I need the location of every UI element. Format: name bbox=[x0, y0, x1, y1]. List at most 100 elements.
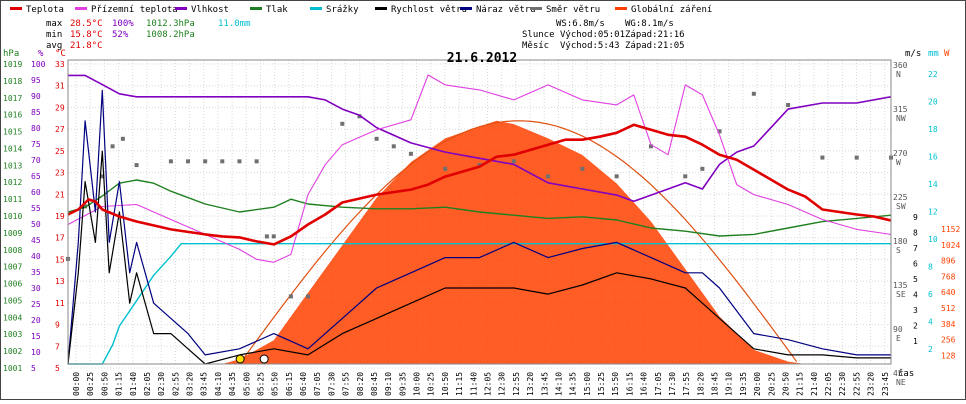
hpa-tick: 1016 bbox=[3, 111, 22, 120]
time-tick: 02:05 bbox=[143, 372, 152, 396]
time-tick: 17:55 bbox=[682, 372, 691, 396]
time-tick: 02:55 bbox=[171, 372, 180, 396]
legend-swatch bbox=[615, 7, 627, 10]
series-ground-temp bbox=[67, 74, 892, 263]
stat-min-hum: 52% bbox=[112, 30, 129, 40]
hpa-tick: 1015 bbox=[3, 128, 22, 137]
mm-tick: 18 bbox=[928, 125, 938, 134]
stat-max-temp: 28.5°C bbox=[70, 19, 103, 29]
hpa-tick: 1019 bbox=[3, 60, 22, 69]
time-tick: 00:25 bbox=[86, 372, 95, 396]
pct-tick: 10 bbox=[31, 348, 41, 357]
legend-swatch bbox=[75, 7, 87, 10]
series-wind-dir-point bbox=[134, 163, 139, 168]
ms-tick: 5 bbox=[913, 275, 918, 284]
series-wind-dir-point bbox=[683, 174, 688, 179]
time-tick: 18:20 bbox=[696, 372, 705, 396]
time-tick: 00:50 bbox=[100, 372, 109, 396]
mm-tick: 6 bbox=[928, 290, 933, 299]
legend-label: Tlak bbox=[266, 5, 288, 15]
degc-unit: °C bbox=[55, 49, 66, 59]
stat-max-hum: 100% bbox=[112, 19, 134, 29]
ms-tick: 3 bbox=[913, 306, 918, 315]
pct-tick: 50 bbox=[31, 220, 41, 229]
w-tick: 512 bbox=[941, 304, 956, 313]
time-tick: 07:55 bbox=[342, 372, 351, 396]
degc-tick: 33 bbox=[55, 60, 65, 69]
pct-tick: 80 bbox=[31, 124, 41, 133]
series-wind-dir-point bbox=[580, 166, 585, 171]
time-tick: 08:20 bbox=[356, 372, 365, 396]
pct-unit: % bbox=[38, 49, 44, 59]
pct-tick: 5 bbox=[31, 364, 36, 373]
hpa-tick: 1013 bbox=[3, 161, 22, 170]
legend-swatch bbox=[375, 7, 387, 10]
hpa-tick: 1005 bbox=[3, 296, 22, 305]
pct-tick: 95 bbox=[31, 76, 41, 85]
series-wind-dir-point bbox=[264, 234, 269, 239]
time-tick: 21:15 bbox=[796, 372, 805, 396]
time-tick: 20:25 bbox=[767, 372, 776, 396]
legend-label: Přízemní teplota bbox=[91, 5, 178, 15]
dir-tick-label: NE bbox=[896, 378, 906, 387]
legend-swatch bbox=[530, 7, 542, 10]
w-tick: 640 bbox=[941, 288, 956, 297]
pct-tick: 75 bbox=[31, 140, 41, 149]
axes: 00:00 00:25 00:50 01:15 01:40 02:05 02:30 02:55… bbox=[3, 49, 960, 396]
series-wind-dir-point bbox=[443, 166, 448, 171]
time-tick: 03:20 bbox=[186, 372, 195, 396]
pct-tick: 65 bbox=[31, 172, 41, 181]
pct-tick: 20 bbox=[31, 316, 41, 325]
series-wind-dir-point bbox=[357, 114, 362, 119]
time-tick: 12:30 bbox=[498, 372, 507, 396]
series-rain bbox=[68, 242, 891, 365]
time-tick: 10:50 bbox=[441, 372, 450, 396]
series-wind-dir-point bbox=[820, 155, 825, 160]
dir-tick-label: E bbox=[896, 334, 901, 343]
series-wind-dir-point bbox=[220, 159, 225, 164]
ms-tick: 2 bbox=[913, 322, 918, 331]
series-wind-dir-point bbox=[237, 159, 242, 164]
series-wind-dir-point bbox=[203, 159, 208, 164]
time-tick: 07:05 bbox=[313, 372, 322, 396]
dir-tick: 45 bbox=[893, 369, 903, 378]
hpa-tick: 1004 bbox=[3, 313, 22, 322]
time-tick: 14:10 bbox=[554, 372, 563, 396]
stat-wg: WG:8.1m/s bbox=[625, 19, 674, 29]
radiation-max-curve bbox=[239, 120, 798, 365]
time-tick: 04:10 bbox=[214, 372, 223, 396]
legend-label: Vlhkost bbox=[191, 5, 229, 15]
series-wind-dir-point bbox=[614, 174, 619, 179]
hpa-tick: 1002 bbox=[3, 347, 22, 356]
time-tick: 22:05 bbox=[824, 372, 833, 396]
series-wind-dir-point bbox=[511, 159, 516, 164]
series-wind-dir-point bbox=[186, 159, 191, 164]
time-tick: 22:30 bbox=[838, 372, 847, 396]
series-wind-dir-point bbox=[110, 144, 115, 149]
w-tick: 896 bbox=[941, 257, 956, 266]
dir-tick: 180 bbox=[893, 237, 908, 246]
dir-tick-label: SE bbox=[896, 290, 906, 299]
ms-tick: 6 bbox=[913, 260, 918, 269]
degc-tick: 21 bbox=[55, 190, 65, 199]
hpa-tick: 1018 bbox=[3, 77, 22, 86]
legend-swatch bbox=[460, 7, 472, 10]
hpa-tick: 1003 bbox=[3, 330, 22, 339]
time-tick: 01:15 bbox=[115, 372, 124, 396]
time-tick: 12:05 bbox=[484, 372, 493, 396]
time-tick: 15:25 bbox=[597, 372, 606, 396]
legend-label: Rychlost větru bbox=[391, 5, 467, 15]
time-tick: 13:45 bbox=[540, 372, 549, 396]
series-wind-dir-point bbox=[854, 155, 859, 160]
w-tick: 1152 bbox=[941, 225, 960, 234]
time-axis-label: čas bbox=[898, 368, 914, 379]
pct-tick: 15 bbox=[31, 332, 41, 341]
time-tick: 05:50 bbox=[271, 372, 280, 396]
pct-tick: 90 bbox=[31, 92, 41, 101]
w-tick: 256 bbox=[941, 336, 956, 345]
stat-moon-rise: Východ:5:43 bbox=[560, 41, 620, 51]
time-tick: 09:10 bbox=[384, 372, 393, 396]
time-tick: 20:00 bbox=[753, 372, 762, 396]
